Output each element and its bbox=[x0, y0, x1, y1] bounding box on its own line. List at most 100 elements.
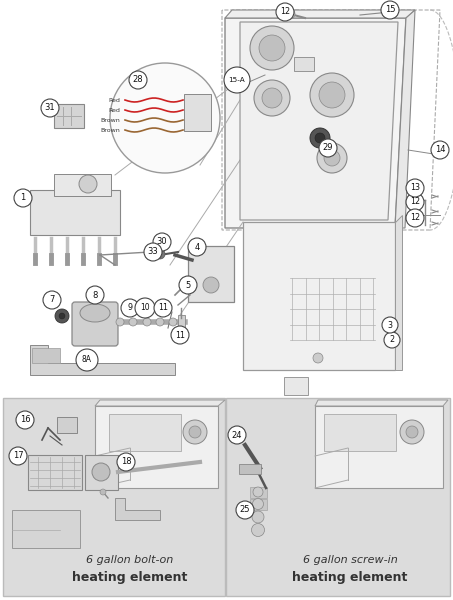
Circle shape bbox=[156, 318, 164, 326]
FancyBboxPatch shape bbox=[54, 174, 111, 196]
Polygon shape bbox=[315, 400, 448, 406]
Polygon shape bbox=[95, 406, 218, 488]
Text: 9: 9 bbox=[127, 304, 133, 313]
Circle shape bbox=[400, 420, 424, 444]
Text: heating element: heating element bbox=[72, 571, 188, 584]
Circle shape bbox=[315, 133, 325, 143]
Circle shape bbox=[100, 489, 106, 495]
FancyBboxPatch shape bbox=[226, 398, 450, 596]
Circle shape bbox=[16, 411, 34, 429]
Text: 2: 2 bbox=[390, 335, 395, 344]
Text: 28: 28 bbox=[133, 76, 143, 85]
FancyBboxPatch shape bbox=[284, 377, 308, 395]
Circle shape bbox=[252, 499, 264, 509]
Polygon shape bbox=[32, 348, 60, 363]
Text: 3: 3 bbox=[387, 320, 392, 329]
Text: 6 gallon screw-in: 6 gallon screw-in bbox=[303, 555, 397, 565]
Circle shape bbox=[76, 349, 98, 371]
Circle shape bbox=[129, 318, 137, 326]
Polygon shape bbox=[115, 498, 160, 520]
Ellipse shape bbox=[80, 304, 110, 322]
Text: 13: 13 bbox=[410, 184, 420, 193]
Circle shape bbox=[406, 209, 424, 227]
Circle shape bbox=[406, 426, 418, 438]
Polygon shape bbox=[243, 222, 395, 370]
Circle shape bbox=[153, 233, 171, 251]
Circle shape bbox=[179, 276, 197, 294]
Circle shape bbox=[92, 463, 110, 481]
Polygon shape bbox=[30, 345, 175, 375]
Circle shape bbox=[259, 35, 285, 61]
Circle shape bbox=[43, 291, 61, 309]
Circle shape bbox=[262, 88, 282, 108]
Text: 30: 30 bbox=[157, 238, 167, 247]
Circle shape bbox=[203, 277, 219, 293]
FancyBboxPatch shape bbox=[324, 414, 396, 451]
Circle shape bbox=[189, 426, 201, 438]
Text: heating element: heating element bbox=[292, 571, 408, 584]
Circle shape bbox=[236, 501, 254, 519]
FancyBboxPatch shape bbox=[3, 398, 225, 596]
FancyBboxPatch shape bbox=[184, 94, 211, 131]
Circle shape bbox=[121, 299, 139, 317]
Circle shape bbox=[129, 71, 147, 89]
Circle shape bbox=[251, 523, 265, 536]
Text: Red: Red bbox=[108, 107, 120, 113]
Polygon shape bbox=[225, 18, 406, 228]
Text: 14: 14 bbox=[435, 145, 445, 154]
Circle shape bbox=[310, 73, 354, 117]
Text: 25: 25 bbox=[240, 505, 250, 514]
FancyBboxPatch shape bbox=[72, 302, 118, 346]
Circle shape bbox=[319, 139, 337, 157]
Text: 12: 12 bbox=[280, 7, 290, 16]
Circle shape bbox=[110, 63, 220, 173]
Polygon shape bbox=[12, 510, 80, 548]
Circle shape bbox=[310, 128, 330, 148]
Text: 29: 29 bbox=[323, 143, 333, 152]
Circle shape bbox=[188, 238, 206, 256]
Polygon shape bbox=[315, 406, 443, 488]
Circle shape bbox=[183, 420, 207, 444]
Polygon shape bbox=[95, 400, 225, 406]
Circle shape bbox=[143, 318, 151, 326]
Text: 4: 4 bbox=[194, 242, 200, 251]
Circle shape bbox=[285, 9, 295, 19]
Circle shape bbox=[86, 286, 104, 304]
Circle shape bbox=[154, 299, 172, 317]
FancyBboxPatch shape bbox=[54, 104, 84, 128]
Text: 11: 11 bbox=[158, 304, 168, 313]
FancyBboxPatch shape bbox=[109, 414, 181, 451]
Text: 12: 12 bbox=[410, 197, 420, 206]
FancyBboxPatch shape bbox=[250, 499, 266, 509]
Circle shape bbox=[324, 150, 340, 166]
Text: 18: 18 bbox=[120, 457, 131, 467]
Text: 10: 10 bbox=[140, 304, 150, 313]
Circle shape bbox=[116, 318, 124, 326]
Polygon shape bbox=[30, 190, 120, 235]
Polygon shape bbox=[85, 455, 118, 490]
Circle shape bbox=[317, 143, 347, 173]
Text: 7: 7 bbox=[49, 295, 55, 304]
Text: 17: 17 bbox=[13, 451, 23, 461]
Polygon shape bbox=[178, 315, 185, 330]
Circle shape bbox=[117, 453, 135, 471]
Circle shape bbox=[252, 511, 264, 523]
Text: Red: Red bbox=[108, 97, 120, 103]
Text: 16: 16 bbox=[19, 415, 30, 425]
FancyBboxPatch shape bbox=[250, 487, 266, 497]
Circle shape bbox=[55, 309, 69, 323]
Text: 8A: 8A bbox=[82, 355, 92, 364]
Circle shape bbox=[254, 80, 290, 116]
Circle shape bbox=[406, 179, 424, 197]
Circle shape bbox=[135, 298, 155, 318]
Circle shape bbox=[406, 193, 424, 211]
Circle shape bbox=[319, 82, 345, 108]
Circle shape bbox=[381, 1, 399, 19]
Text: 24: 24 bbox=[232, 431, 242, 439]
Text: 8: 8 bbox=[92, 290, 98, 299]
Circle shape bbox=[41, 99, 59, 117]
Circle shape bbox=[9, 447, 27, 465]
Text: 6 gallon bolt-on: 6 gallon bolt-on bbox=[87, 555, 173, 565]
Polygon shape bbox=[225, 10, 415, 18]
Circle shape bbox=[171, 326, 189, 344]
